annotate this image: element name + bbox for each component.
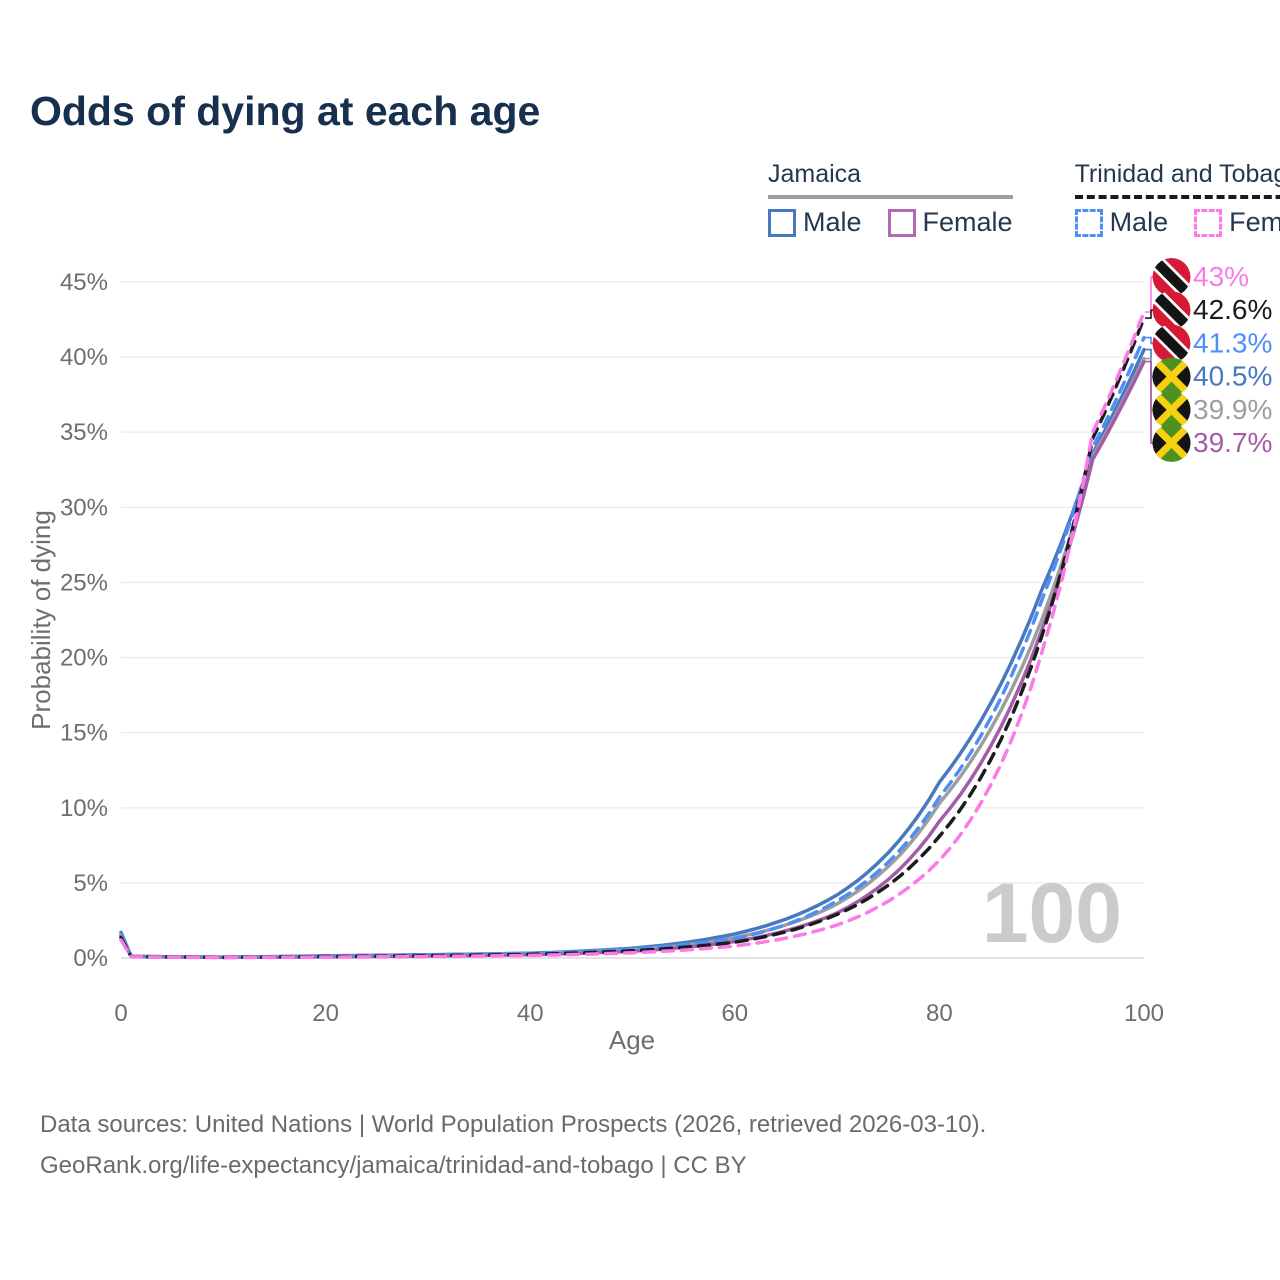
legend-group-jamaica: Jamaica Male Female: [768, 160, 1013, 238]
x-tick-label: 100: [1124, 1000, 1164, 1027]
y-tick-label: 10%: [60, 795, 108, 822]
curve-trinidad-and-tobago-male: [119, 335, 1146, 959]
tt-female-swatch-icon: [1194, 208, 1223, 237]
end-value-label-trinidad-and-tobago-female: 43%: [1193, 261, 1249, 292]
gridlines: [121, 281, 1144, 959]
x-tick-label: 60: [721, 1000, 748, 1027]
x-tick-label: 0: [114, 1000, 127, 1027]
y-tick-label: 35%: [60, 419, 108, 446]
curve-trinidad-and-tobago-female: [119, 310, 1146, 960]
x-tick-label: 80: [926, 1000, 953, 1027]
y-tick-label: 45%: [60, 269, 108, 296]
y-tick-label: 25%: [60, 569, 108, 596]
end-value-labels: 43%42.6%41.3%40.5%39.9%39.7%: [1145, 251, 1272, 466]
age-watermark: 100: [982, 866, 1122, 960]
georank-link[interactable]: GeoRank.org/life-expectancy/jamaica/trin…: [40, 1152, 747, 1179]
legend-item-label: Male: [1109, 207, 1169, 237]
y-tick-label: 20%: [60, 645, 108, 672]
y-axis-title: Probability of dying: [26, 510, 56, 730]
legend-item-tt-male[interactable]: Male: [1074, 207, 1169, 238]
jamaica-female-swatch-icon: [887, 208, 916, 237]
legend-item-label: Male: [803, 207, 862, 237]
y-tick-label: 5%: [73, 870, 108, 897]
footer: Data sources: United Nations | World Pop…: [40, 1104, 986, 1186]
legend-item-jamaica-male[interactable]: Male: [768, 207, 862, 238]
end-value-label-trinidad-and-tobago-male: 41.3%: [1193, 327, 1272, 358]
y-tick-label: 40%: [60, 344, 108, 371]
legend-item-label: Female: [1229, 207, 1280, 237]
data-sources-text: Data sources: United Nations | World Pop…: [40, 1111, 987, 1138]
legend-country-jamaica: Jamaica: [768, 160, 1013, 199]
page-title: Odds of dying at each age: [30, 88, 541, 134]
x-axis-tick-labels: 0 20 40 60 80 100: [114, 1000, 1164, 1027]
legend-country-trinidad-and-tobago: Trinidad and Tobago: [1074, 160, 1280, 199]
legend-item-jamaica-female[interactable]: Female: [887, 207, 1013, 238]
x-tick-label: 20: [312, 1000, 339, 1027]
legend-item-label: Female: [922, 207, 1013, 237]
y-tick-label: 0%: [73, 945, 108, 972]
x-axis-title: Age: [609, 1025, 655, 1055]
legend-group-trinidad-and-tobago: Trinidad and Tobago Male Female: [1074, 160, 1280, 238]
y-tick-label: 15%: [60, 720, 108, 747]
y-axis-tick-labels: 0% 5% 10% 15% 20% 25% 30% 35% 40% 45%: [60, 269, 108, 972]
curve-trinidad-and-tobago-both-sexes: [119, 316, 1146, 960]
x-tick-label: 40: [517, 1000, 544, 1027]
legend-item-tt-female[interactable]: Female: [1194, 207, 1280, 238]
mortality-curves: [119, 310, 1146, 960]
end-value-label-jamaica-both-sexes: 39.9%: [1193, 394, 1272, 425]
legend: Jamaica Male Female Trinidad and Tobago …: [768, 160, 1280, 238]
tt-male-swatch-icon: [1074, 208, 1103, 237]
end-value-label-jamaica-female: 39.7%: [1193, 427, 1272, 458]
end-value-label-jamaica-male: 40.5%: [1193, 361, 1272, 392]
end-value-label-trinidad-and-tobago-both-sexes: 42.6%: [1193, 294, 1272, 325]
jamaica-flag-icon: [1148, 420, 1194, 466]
jamaica-male-swatch-icon: [768, 208, 796, 237]
y-tick-label: 30%: [60, 494, 108, 521]
